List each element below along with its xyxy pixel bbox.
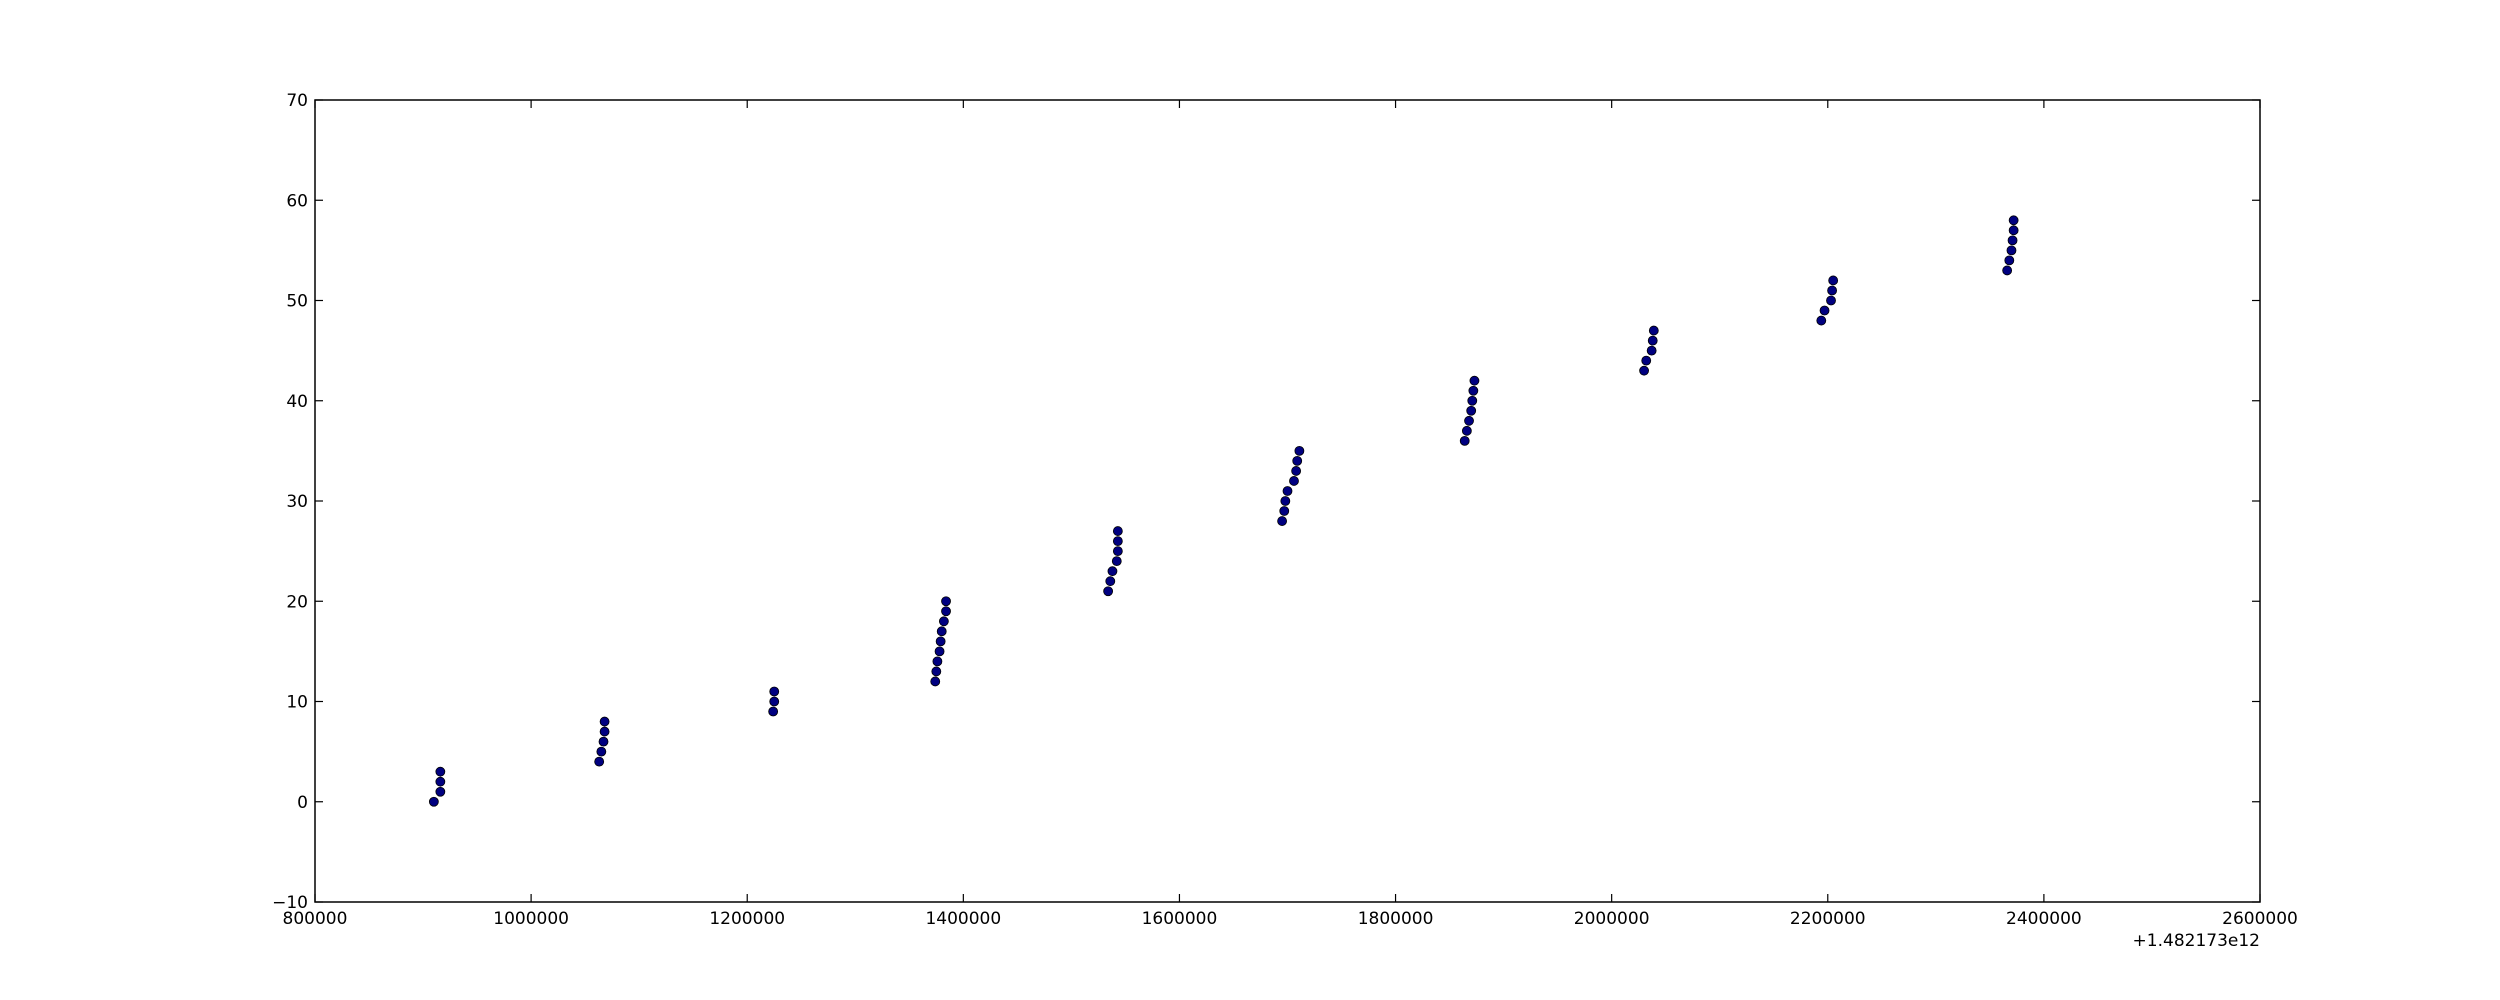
data-point	[1293, 456, 1302, 465]
data-point	[1829, 276, 1838, 285]
data-point	[1462, 426, 1471, 435]
x-tick-label: 2200000	[1790, 909, 1866, 929]
y-tick-label: 20	[286, 592, 308, 612]
y-tick-label: 10	[286, 693, 308, 713]
data-point	[1108, 567, 1117, 576]
data-point	[600, 717, 609, 726]
data-point	[1281, 497, 1290, 506]
data-point	[1640, 366, 1649, 375]
data-point	[1467, 406, 1476, 415]
data-point	[1289, 476, 1298, 485]
data-point	[1470, 376, 1479, 385]
data-point	[1280, 507, 1289, 516]
data-point	[2005, 256, 2014, 265]
data-point	[2007, 246, 2016, 255]
data-point	[936, 637, 945, 646]
x-tick-label: 2000000	[1574, 909, 1650, 929]
data-point	[595, 757, 604, 766]
data-point	[1648, 336, 1657, 345]
data-point	[429, 797, 438, 806]
y-tick-label: −10	[272, 893, 308, 913]
data-point	[770, 697, 779, 706]
x-axis-offset-label: +1.482173e12	[2133, 931, 2260, 951]
data-point	[2009, 216, 2018, 225]
data-point	[935, 647, 944, 656]
data-point	[1468, 396, 1477, 405]
x-tick-label: 1600000	[1142, 909, 1218, 929]
x-tick-label: 1400000	[925, 909, 1001, 929]
x-tick-label: 2600000	[2222, 909, 2298, 929]
data-point	[1647, 346, 1656, 355]
y-tick-label: 0	[297, 793, 308, 813]
x-tick-label: 1000000	[493, 909, 569, 929]
data-point	[1827, 296, 1836, 305]
data-point	[436, 777, 445, 786]
data-point	[1295, 446, 1304, 455]
data-point	[932, 667, 941, 676]
y-tick-label: 50	[286, 292, 308, 312]
data-point	[1112, 557, 1121, 566]
data-point	[942, 597, 951, 606]
data-point	[1283, 486, 1292, 495]
data-point	[1106, 577, 1115, 586]
data-point	[2008, 236, 2017, 245]
data-point	[942, 607, 951, 616]
data-point	[600, 727, 609, 736]
data-point	[1104, 587, 1113, 596]
data-point	[931, 677, 940, 686]
data-point	[937, 627, 946, 636]
data-point	[436, 767, 445, 776]
data-point	[1649, 326, 1658, 335]
data-point	[1828, 286, 1837, 295]
y-tick-label: 70	[286, 91, 308, 111]
y-tick-label: 40	[286, 392, 308, 412]
data-point	[770, 687, 779, 696]
data-point	[597, 747, 606, 756]
data-point	[1465, 416, 1474, 425]
data-point	[939, 617, 948, 626]
x-tick-label: 2400000	[2006, 909, 2082, 929]
data-point	[1113, 527, 1122, 536]
data-point	[2009, 226, 2018, 235]
data-point	[1278, 517, 1287, 526]
y-tick-label: 30	[286, 492, 308, 512]
data-point	[1817, 316, 1826, 325]
data-point	[1113, 537, 1122, 546]
data-point	[1642, 356, 1651, 365]
data-point	[1292, 466, 1301, 475]
data-point	[2003, 266, 2012, 275]
data-point	[1820, 306, 1829, 315]
data-point	[1113, 547, 1122, 556]
data-point	[1469, 386, 1478, 395]
x-tick-label: 1800000	[1358, 909, 1434, 929]
data-point	[933, 657, 942, 666]
data-point	[599, 737, 608, 746]
data-point	[1460, 436, 1469, 445]
data-point	[769, 707, 778, 716]
x-tick-label: 1200000	[709, 909, 785, 929]
data-point	[436, 787, 445, 796]
y-tick-label: 60	[286, 191, 308, 211]
